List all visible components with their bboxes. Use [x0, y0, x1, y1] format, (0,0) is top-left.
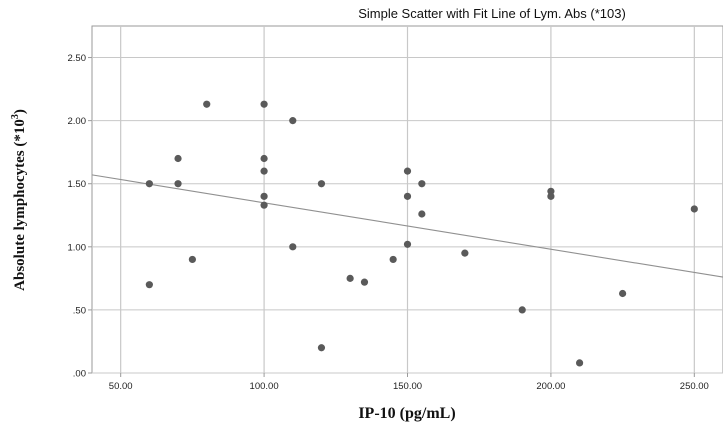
scatter-point	[461, 249, 469, 257]
scatter-point	[403, 240, 412, 248]
scatter-point	[317, 180, 326, 188]
scatter-point	[145, 180, 153, 188]
y-tick-label: 1.50	[68, 179, 87, 190]
scatter-point	[418, 210, 426, 218]
x-tick-label: 150.00	[393, 381, 422, 392]
y-axis-label-close: )	[12, 109, 28, 114]
scatter-point	[389, 255, 397, 264]
scatter-point	[174, 154, 182, 163]
scatter-point	[289, 117, 297, 125]
y-tick-label: 2.50	[68, 53, 87, 64]
x-axis-label: IP-10 (pg/mL)	[358, 405, 455, 422]
scatter-point	[317, 344, 326, 352]
scatter-point	[403, 192, 412, 200]
y-tick-label: 2.00	[68, 116, 87, 127]
scatter-point	[346, 274, 354, 282]
scatter-point	[690, 205, 698, 213]
scatter-point	[145, 281, 153, 289]
scatter-point	[260, 192, 268, 200]
y-tick-label: .50	[73, 305, 86, 316]
x-tick-label: 200.00	[536, 381, 565, 392]
x-tick-label: 100.00	[250, 381, 279, 392]
y-tick-label: .00	[73, 369, 86, 380]
y-axis-label-superscript: 3	[10, 114, 21, 119]
fit-line-group	[91, 174, 723, 278]
y-axis-label-main: Absolute lymphocytes (*10	[12, 119, 28, 291]
scatter-point	[547, 192, 555, 200]
fit-line	[91, 174, 723, 278]
chart-title: Simple Scatter with Fit Line of Lym. Abs…	[358, 6, 626, 21]
scatter-point	[188, 255, 196, 264]
scatter-point	[575, 359, 584, 367]
y-tick-label: 1.00	[68, 242, 87, 253]
scatter-point	[418, 180, 426, 188]
x-tick-label: 50.00	[109, 381, 133, 392]
scatter-point	[260, 167, 268, 175]
scatter-point	[403, 167, 412, 175]
scatter-point	[619, 289, 627, 298]
data-points	[145, 100, 698, 367]
scatter-point	[518, 306, 526, 314]
y-axis-ticks: .00 .50 1.00 1.50 2.00 2.50	[68, 53, 92, 380]
x-axis-ticks: 50.00 100.00 150.00 200.00 250.00	[109, 373, 709, 392]
scatter-point	[203, 100, 211, 108]
scatter-point	[260, 154, 268, 163]
x-tick-label: 250.00	[680, 381, 709, 392]
scatter-point	[260, 201, 268, 209]
scatter-point	[260, 100, 268, 108]
scatter-point	[289, 243, 297, 251]
scatter-point	[174, 180, 182, 188]
y-axis-label: Absolute lymphocytes (*103)	[10, 109, 28, 291]
scatter-point	[360, 278, 369, 286]
scatter-point	[547, 187, 555, 195]
